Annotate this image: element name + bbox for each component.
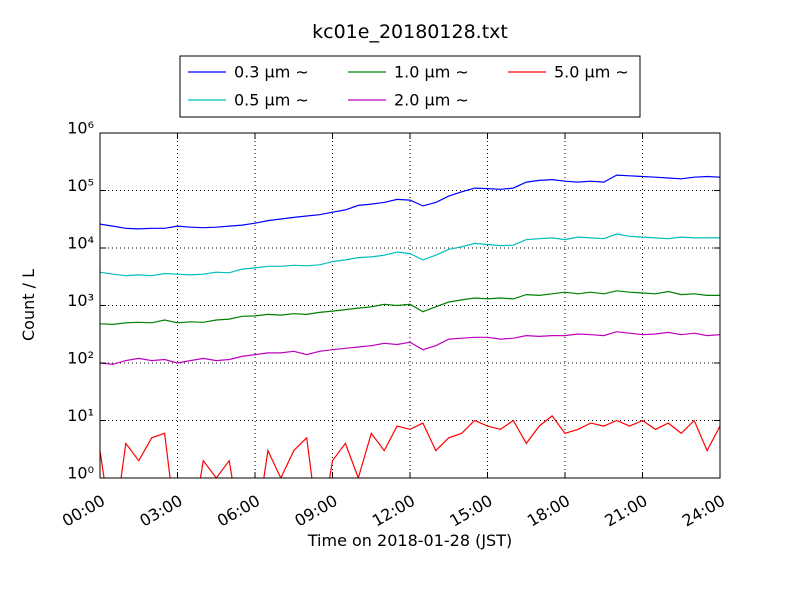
y-axis-label: Count / L (19, 269, 38, 341)
y-tick-label: 10⁶ (67, 119, 94, 138)
data-line (100, 290, 720, 326)
legend-label: 2.0 μm ~ (394, 91, 469, 110)
data-line (100, 174, 720, 230)
legend-label: 0.3 μm ~ (234, 63, 309, 82)
y-tick-label: 10¹ (67, 406, 94, 425)
legend-label: 0.5 μm ~ (234, 91, 309, 110)
legend: 0.3 μm ~ 0.5 μm ~ 1.0 μm ~ 2.0 μm ~ 5.0 μm ~ (179, 55, 641, 118)
legend-box (179, 55, 641, 118)
plot-lines (100, 174, 720, 478)
y-tick-label: 10⁰ (67, 464, 94, 483)
y-tick-label: 10⁵ (67, 176, 94, 195)
y-tick-label: 10² (67, 349, 94, 368)
x-axis-label: Time on 2018-01-28 (JST) (307, 531, 512, 550)
legend-label: 1.0 μm ~ (394, 63, 469, 82)
data-line (100, 233, 720, 277)
chart-title: kc01e_20180128.txt (312, 21, 508, 43)
data-line (100, 331, 720, 365)
y-tick-label: 10⁴ (67, 234, 94, 253)
y-tick-label: 10³ (67, 291, 94, 310)
data-line (100, 415, 720, 478)
legend-label: 5.0 μm ~ (554, 63, 629, 82)
